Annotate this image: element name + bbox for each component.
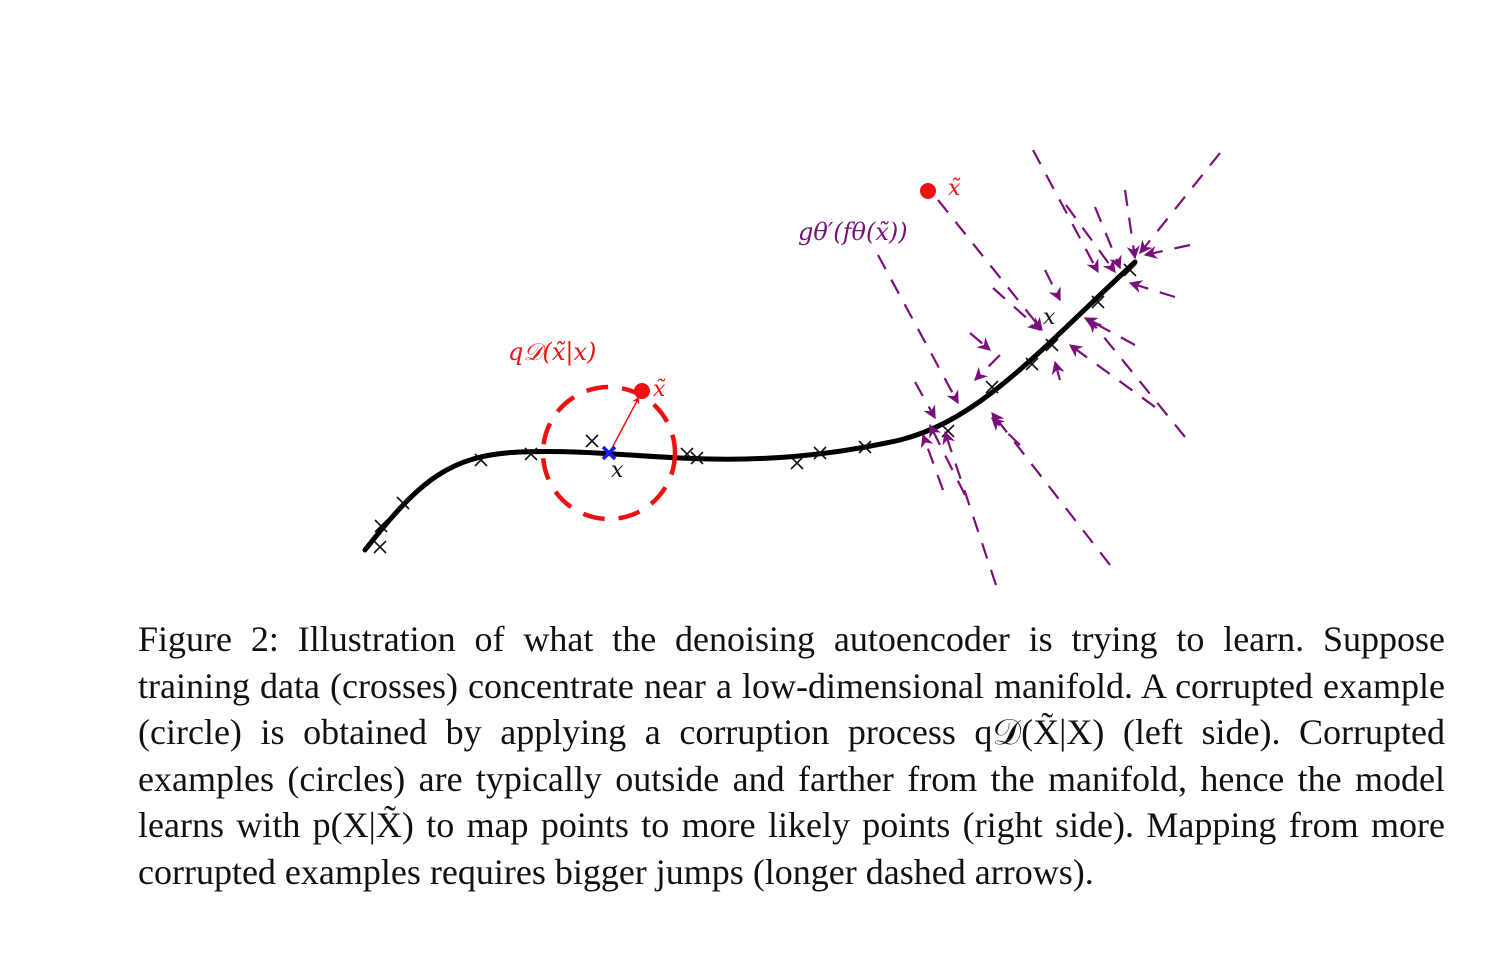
training-cross-17: [1123, 263, 1137, 277]
reconstruction-arrow-5: [1123, 189, 1140, 260]
training-cross-3: [396, 496, 410, 510]
reconstruction-arrow-1: [937, 199, 1043, 332]
manifold-curve: [362, 259, 1138, 553]
reconstruction-label: gθ′(fθ(x̃)): [798, 218, 908, 246]
corruption-circle: [540, 384, 678, 522]
corruption-arrow: [610, 396, 640, 451]
clean-point-label: x: [611, 458, 624, 483]
reconstruction-arrow-21: [942, 430, 998, 586]
reconstruction-arrow-9: [1089, 318, 1186, 438]
clean-point-right-label: x: [1043, 305, 1056, 330]
training-cross-11: [858, 440, 872, 454]
corruption-process-label: q𝒟(x̃|x): [508, 338, 596, 367]
training-crosses: [373, 263, 1137, 554]
reconstruction-arrow-22: [920, 433, 945, 491]
reconstruction-arrow-15: [914, 381, 936, 420]
training-cross-2: [374, 519, 388, 533]
reconstruction-arrow-11: [1083, 317, 1136, 346]
training-cross-10: [813, 446, 827, 460]
reconstruction-arrow-19: [991, 411, 1111, 566]
training-cross-14: [1025, 357, 1039, 371]
reconstruction-arrow-14: [877, 254, 959, 405]
training-cross-15: [1045, 338, 1059, 352]
reconstruction-arrow-3: [1065, 204, 1116, 274]
corrupted-point-right-label: x̃: [948, 176, 961, 201]
reconstruction-arrow-2: [1032, 149, 1099, 274]
training-cross-8: [690, 451, 704, 465]
reconstruction-arrow-4: [1093, 206, 1122, 270]
clean-example-marker: [601, 445, 617, 461]
reconstruction-arrow-18: [1051, 360, 1065, 381]
training-cross-7: [680, 447, 694, 461]
training-cross-5: [524, 447, 538, 461]
training-cross-12: [941, 424, 955, 438]
training-cross-4: [474, 453, 488, 467]
reconstruction-arrow-6: [1139, 152, 1221, 255]
figure-illustration: q𝒟(x̃|x) x̃ x x̃ gθ′(fθ(x̃)) x: [362, 149, 1221, 586]
reconstruction-arrow-10: [1068, 344, 1156, 408]
training-cross-16: [1091, 295, 1105, 309]
training-cross-13: [985, 380, 999, 394]
corrupted-point-left-label: x̃: [653, 377, 666, 402]
reconstruction-arrow-8: [1128, 280, 1176, 299]
reconstruction-arrow-13: [1044, 269, 1061, 302]
corrupted-point-right: [920, 183, 936, 199]
reconstruction-arrow-7: [1143, 243, 1191, 259]
reconstruction-arrows: [877, 149, 1221, 586]
caption-text: Illustration of what the denoising autoe…: [138, 619, 1445, 892]
figure-caption: Figure 2: Illustration of what the denoi…: [138, 616, 1445, 895]
corrupted-point-left: [634, 383, 650, 399]
training-cross-1: [373, 540, 387, 554]
reconstruction-arrow-16: [974, 354, 1001, 381]
caption-label: Figure 2:: [138, 619, 279, 659]
training-cross-9: [790, 456, 804, 470]
reconstruction-arrow-23: [929, 423, 966, 496]
reconstruction-arrow-12: [992, 287, 1041, 331]
reconstruction-arrow-17: [969, 332, 992, 351]
training-cross-6: [585, 434, 599, 448]
reconstruction-arrow-20: [991, 417, 1021, 446]
